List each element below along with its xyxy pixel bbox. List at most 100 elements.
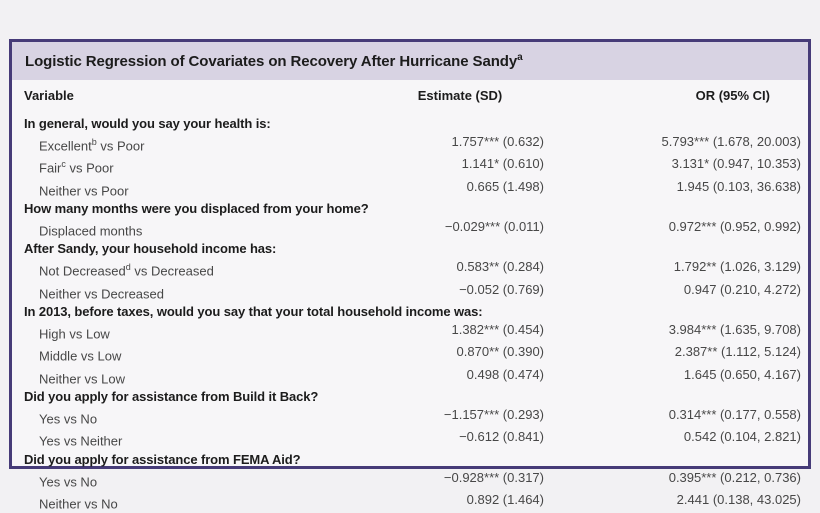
estimate-cell: −0.029*** (0.011): [444, 218, 544, 234]
variable-cell: Displaced months: [12, 218, 374, 240]
variable-label: Neither vs No: [39, 496, 118, 512]
variable-footnote-marker: d: [125, 262, 131, 273]
section-header-estimate-cell: [374, 240, 546, 258]
variable-cell: Yes vs No: [12, 406, 374, 428]
estimate-cell: −1.157*** (0.293): [443, 406, 544, 422]
estimate-cell: 0.665 (1.498): [466, 178, 544, 194]
variable-label-rest: vs Decreased: [130, 263, 214, 279]
table-row: Yes vs Neither −0.612 (0.841) 0.542 (0.104…: [12, 428, 808, 450]
estimate-cell: 0.870** (0.390): [456, 344, 544, 360]
table-row: Neither vs Low 0.498 (0.474) 1.645 (0.650,…: [12, 366, 808, 388]
estimate-cell: 1.382*** (0.454): [451, 321, 544, 337]
section-header-estimate-cell: [483, 303, 655, 321]
variable-label: Neither vs Low: [39, 370, 125, 386]
section-header-estimate-cell: [374, 200, 546, 218]
table-row: Middle vs Low 0.870** (0.390) 2.387** (1.1…: [12, 343, 808, 365]
variable-label: Yes vs No: [39, 411, 98, 427]
column-header-variable: Variable: [24, 88, 74, 103]
section-header-estimate-cell: [374, 388, 546, 406]
column-header-estimate: Estimate (SD): [417, 88, 503, 103]
variable-cell: Not Decreasedd vs Decreased: [12, 258, 374, 280]
section-header-label: In 2013, before taxes, would you say tha…: [24, 303, 483, 319]
section-header-or-cell: [546, 240, 808, 258]
section-header-row: In 2013, before taxes, would you say tha…: [12, 303, 808, 321]
table-row: Yes vs No −0.928*** (0.317) 0.395*** (0.21…: [12, 469, 808, 491]
section-header-estimate-cell: [374, 451, 546, 469]
table-row: Neither vs Decreased −0.052 (0.769) 0.947 …: [12, 281, 808, 303]
variable-cell: Neither vs Low: [12, 366, 374, 388]
table-row: Fairc vs Poor 1.141* (0.610) 3.131* (0.947…: [12, 155, 808, 177]
variable-label: Excellent: [39, 138, 92, 154]
estimate-cell: 0.583** (0.284): [456, 259, 544, 275]
variable-label: Not Decreased: [39, 263, 126, 279]
variable-cell: Yes vs No: [12, 469, 374, 491]
table-body: In general, would you say your health is…: [12, 112, 808, 513]
variable-cell: Middle vs Low: [12, 343, 374, 365]
section-header-row: Did you apply for assistance from FEMA A…: [12, 451, 808, 469]
section-header-row: After Sandy, your household income has:: [12, 240, 808, 258]
or-cell: 2.441 (0.138, 43.025): [676, 491, 801, 507]
table-title-bar: Logistic Regression of Covariates on Rec…: [12, 42, 808, 80]
variable-label: Yes vs Neither: [39, 433, 123, 449]
section-header-or-cell: [546, 388, 808, 406]
or-cell: 1.645 (0.650, 4.167): [683, 366, 801, 382]
section-header-label: After Sandy, your household income has:: [24, 241, 277, 257]
variable-label: Yes vs No: [39, 473, 98, 489]
variable-label-rest: vs Poor: [65, 160, 114, 176]
table-row: High vs Low 1.382*** (0.454) 3.984*** (1.6…: [12, 321, 808, 343]
estimate-cell: −0.928*** (0.317): [443, 469, 544, 485]
variable-label: Displaced months: [39, 223, 143, 239]
estimate-cell: −0.612 (0.841): [459, 429, 544, 445]
variable-cell: Fairc vs Poor: [12, 155, 374, 177]
table-title: Logistic Regression of Covariates on Rec…: [25, 52, 523, 70]
table-row: Excellentb vs Poor 1.757*** (0.632) 5.793*…: [12, 133, 808, 155]
section-header-row: Did you apply for assistance from Build …: [12, 388, 808, 406]
variable-label: Fair: [39, 160, 62, 176]
or-cell: 0.395*** (0.212, 0.736): [668, 469, 801, 485]
estimate-cell: 1.757*** (0.632): [451, 134, 544, 149]
section-header-or-cell: [546, 115, 808, 133]
column-header-or: OR (95% CI): [695, 88, 770, 103]
variable-cell: Neither vs Poor: [12, 178, 374, 200]
variable-footnote-marker: b: [91, 137, 97, 147]
table-row: Not Decreasedd vs Decreased 0.583** (0.28…: [12, 258, 808, 280]
section-header-row: How many months were you displaced from …: [12, 200, 808, 218]
table-row: Neither vs Poor 0.665 (1.498) 1.945 (0.103…: [12, 178, 808, 200]
or-cell: 1.945 (0.103, 36.638): [676, 178, 801, 194]
variable-cell: Yes vs Neither: [12, 428, 374, 450]
or-cell: 3.131* (0.947, 10.353): [671, 156, 801, 172]
column-header-row: Variable Estimate (SD) OR (95% CI): [12, 80, 808, 112]
table-row: Yes vs No −1.157*** (0.293) 0.314*** (0.17…: [12, 406, 808, 428]
or-cell: 0.972*** (0.952, 0.992): [668, 218, 801, 234]
variable-cell: Excellentb vs Poor: [12, 133, 374, 155]
or-cell: 1.792** (1.026, 3.129): [673, 259, 801, 275]
or-cell: 3.984*** (1.635, 9.708): [668, 321, 801, 337]
page-background: Logistic Regression of Covariates on Rec…: [9, 39, 811, 512]
variable-label: High vs Low: [39, 326, 110, 342]
or-cell: 2.387** (1.112, 5.124): [674, 344, 801, 360]
variable-label-rest: vs Poor: [96, 138, 145, 154]
variable-label: Middle vs Low: [39, 348, 122, 364]
variable-cell: High vs Low: [12, 321, 374, 343]
table-row: Displaced months −0.029*** (0.011) 0.972**…: [12, 218, 808, 240]
variable-footnote-marker: c: [61, 159, 66, 170]
section-header-row: In general, would you say your health is…: [12, 115, 808, 133]
table-row: Neither vs No 0.892 (1.464) 2.441 (0.138, …: [12, 491, 808, 513]
section-header-or-cell: [655, 303, 820, 321]
variable-label: Neither vs Poor: [39, 182, 129, 198]
estimate-cell: 0.892 (1.464): [466, 491, 544, 507]
section-header-or-cell: [546, 451, 808, 469]
regression-table: Logistic Regression of Covariates on Rec…: [9, 39, 811, 511]
section-header-label: In general, would you say your health is…: [24, 116, 271, 131]
section-header-estimate-cell: [374, 115, 546, 133]
or-cell: 0.947 (0.210, 4.272): [683, 281, 801, 297]
section-header-label: How many months were you displaced from …: [24, 200, 369, 216]
estimate-cell: −0.052 (0.769): [459, 281, 544, 297]
or-cell: 0.314*** (0.177, 0.558): [668, 406, 801, 422]
variable-cell: Neither vs No: [12, 491, 374, 513]
table-title-footnote-marker: a: [517, 52, 523, 63]
section-header-label: Did you apply for assistance from Build …: [24, 388, 319, 404]
estimate-cell: 0.498 (0.474): [466, 366, 544, 382]
variable-cell: Neither vs Decreased: [12, 281, 374, 303]
or-cell: 0.542 (0.104, 2.821): [683, 429, 801, 445]
